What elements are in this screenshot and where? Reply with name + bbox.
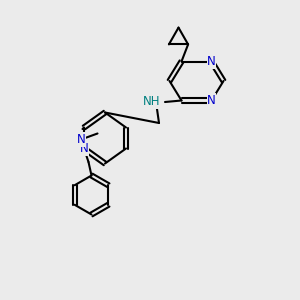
Text: N: N [80, 142, 88, 155]
Text: N: N [207, 94, 216, 107]
Text: N: N [207, 55, 216, 68]
Text: N: N [76, 133, 85, 146]
Text: NH: NH [143, 95, 160, 109]
